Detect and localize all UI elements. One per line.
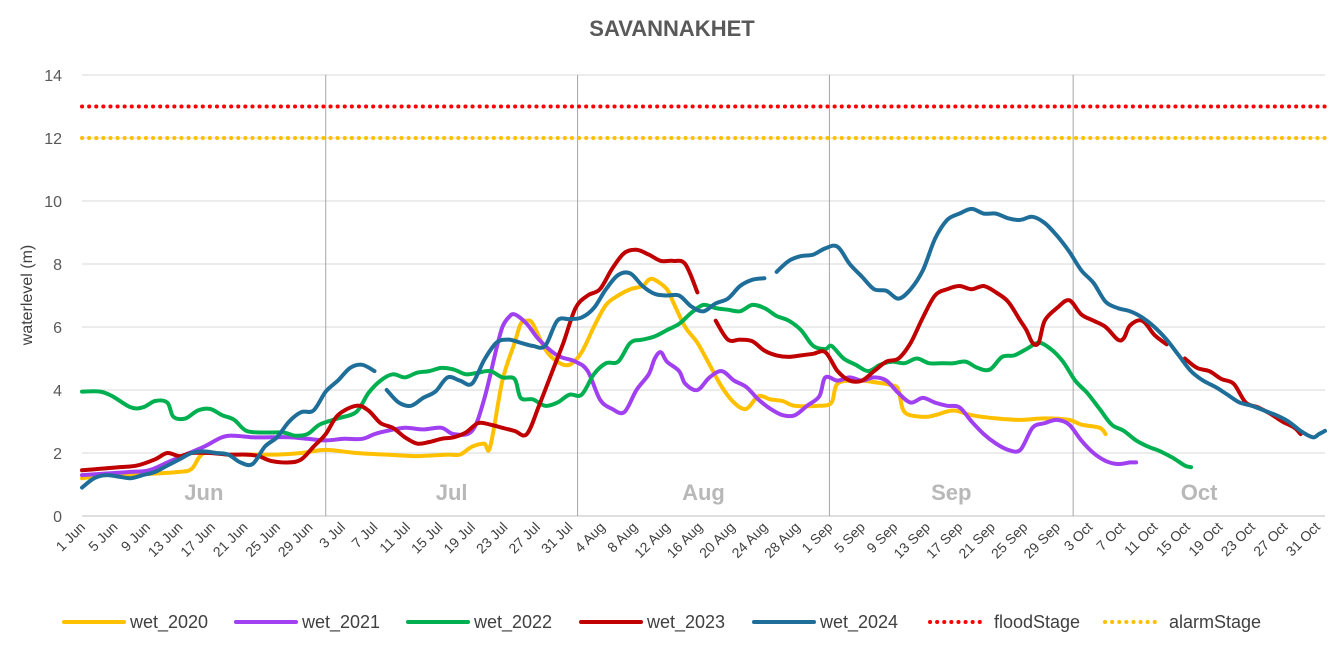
x-tick-label: 19 Jul [440,519,478,557]
x-tick-label: 3 Jul [316,519,348,551]
x-tick-label: 29 Sep [1020,519,1063,562]
x-tick-label: 11 Jul [376,519,413,556]
wet_2021-series-line [80,312,1139,478]
grid [82,74,1325,517]
x-tick-label: 1 Sep [798,519,835,556]
y-tick-label: 10 [44,194,62,211]
chart-title: SAVANNAKHET [589,16,755,41]
x-tick-label: 3 Oct [1061,519,1096,554]
x-tick-label: 27 Jul [505,519,543,557]
wet_2023b-series-line [713,283,1169,384]
legend-label: wet_2023 [646,612,725,633]
month-label: Jun [184,480,223,505]
series-group [80,206,1327,490]
wet_2024b-series-line [384,270,767,408]
x-tick-label: 17 Jun [177,519,218,560]
x-tick-label: 19 Oct [1185,519,1226,560]
x-tick-label: 29 Jun [275,519,316,560]
legend-label: wet_2021 [301,612,380,633]
y-axis-label: waterlevel (m) [19,245,36,346]
y-tick-label: 2 [53,446,62,463]
x-tick-label: 4 Aug [571,519,608,556]
x-tick-label: 11 Oct [1121,519,1161,559]
legend: wet_2020 wet_2021 wet_2022 wet_2023 wet_2024… [62,612,1261,633]
month-dividers [325,75,1074,516]
wet_2023-series-line [80,247,700,473]
x-tick-label: 31 Oct [1283,519,1324,560]
y-tick-label: 6 [53,320,62,337]
x-tick-label: 5 Sep [831,519,868,556]
x-tick-label: 15 Jul [408,519,446,557]
x-tick-label: 5 Jun [85,519,121,555]
y-tick-label: 12 [44,131,62,148]
y-tick-label: 4 [53,383,62,400]
stage-lines [80,104,1327,140]
x-tick-label: 28 Aug [761,519,803,561]
x-tick-label: 27 Oct [1250,519,1291,560]
x-tick-label: 12 Aug [631,519,673,561]
wet_2024c-series-line [774,206,1327,440]
x-tick-label: 31 Jul [538,519,576,557]
legend-label: alarmStage [1169,612,1261,632]
wet_2023c-series-line [1182,356,1303,437]
x-tick-label: 23 Jul [473,519,511,557]
x-tick-label: 21 Jun [210,519,251,560]
legend-label: wet_2020 [129,612,208,633]
y-tick-label: 14 [44,68,62,85]
x-tick-label: 16 Aug [663,519,705,561]
wet_2024-series-line [80,362,377,490]
month-label: Sep [931,480,971,505]
month-labels: Jun Jul Aug Sep Oct [184,480,1218,505]
x-tick-label: 7 Jul [348,519,380,551]
x-tick-label: 20 Aug [696,519,738,561]
month-label: Jul [436,480,468,505]
x-tick-label: 15 Oct [1153,519,1194,560]
month-label: Oct [1181,480,1218,505]
legend-label: floodStage [994,612,1080,632]
legend-label: wet_2024 [819,612,898,633]
y-tick-label: 0 [53,509,62,526]
x-tick-label: 25 Jun [242,519,283,560]
x-tick-label: 13 Jun [145,519,186,560]
month-label: Aug [682,480,725,505]
x-tick-label: 24 Aug [728,519,770,561]
x-tick-label: 23 Oct [1218,519,1259,560]
y-axis-ticks: 0 2 4 6 8 10 12 14 [44,68,62,526]
y-tick-label: 8 [53,257,62,274]
legend-label: wet_2022 [473,612,552,633]
